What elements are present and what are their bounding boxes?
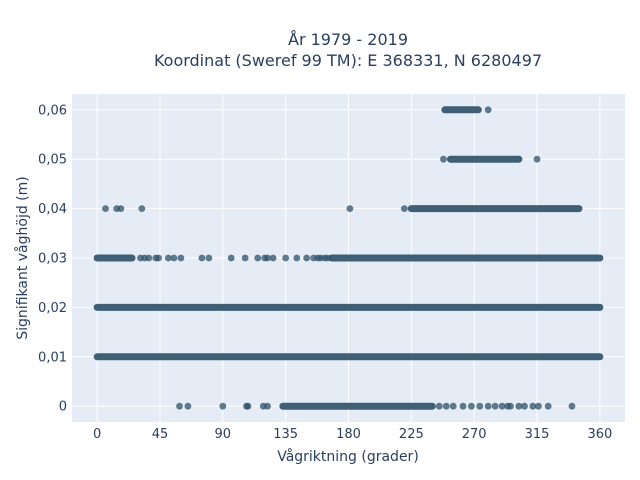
data-point xyxy=(117,205,125,213)
data-point xyxy=(170,254,178,262)
data-point xyxy=(264,254,271,262)
data-point xyxy=(449,402,457,410)
data-point xyxy=(568,402,576,410)
data-point xyxy=(533,155,541,163)
data-point xyxy=(440,155,447,163)
chart-title-line2: Koordinat (Sweref 99 TM): E 368331, N 62… xyxy=(154,51,542,70)
data-point xyxy=(164,254,172,262)
x-tick-label: 360 xyxy=(587,427,612,442)
data-point xyxy=(484,106,492,114)
data-point xyxy=(145,254,153,262)
data-point xyxy=(507,402,514,410)
data-point xyxy=(435,402,443,410)
x-tick-label: 315 xyxy=(525,427,550,442)
y-tick-labels: 0 0,01 0,02 0,03 0,04 0,05 0,06 xyxy=(38,103,67,414)
data-point xyxy=(219,402,227,410)
data-point xyxy=(442,402,450,410)
data-point xyxy=(205,254,213,262)
data-points xyxy=(93,106,604,410)
data-point xyxy=(400,205,408,213)
data-point xyxy=(293,254,301,262)
y-tick-label: 0,05 xyxy=(38,153,67,168)
chart-title-line1: År 1979 - 2019 xyxy=(288,30,408,49)
y-tick-label: 0,06 xyxy=(38,103,67,118)
data-point xyxy=(241,254,249,262)
data-point xyxy=(324,254,331,262)
data-point xyxy=(282,254,290,262)
data-point xyxy=(515,402,523,410)
data-point xyxy=(521,402,528,410)
data-point xyxy=(155,254,162,262)
data-point xyxy=(484,402,492,410)
data-point xyxy=(102,205,109,213)
x-tick-label: 225 xyxy=(399,427,424,442)
data-point xyxy=(264,402,271,410)
data-point xyxy=(138,205,146,213)
data-point xyxy=(476,402,484,410)
data-point xyxy=(535,402,542,410)
data-point xyxy=(198,254,206,262)
data-point xyxy=(184,402,192,410)
data-point xyxy=(498,402,506,410)
data-point xyxy=(544,402,552,410)
data-point xyxy=(467,402,475,410)
data-point xyxy=(491,402,499,410)
y-tick-label: 0 xyxy=(59,400,67,415)
data-point xyxy=(346,205,354,213)
y-tick-label: 0,02 xyxy=(38,301,67,316)
x-tick-labels: 0 45 90 135 180 225 270 315 360 xyxy=(93,427,612,442)
data-point xyxy=(459,402,467,410)
x-tick-label: 180 xyxy=(336,427,361,442)
data-point xyxy=(177,254,185,262)
y-tick-label: 0,03 xyxy=(38,252,67,267)
x-axis-label: Vågriktning (grader) xyxy=(277,448,419,465)
y-tick-label: 0,04 xyxy=(38,202,67,217)
data-point xyxy=(227,254,235,262)
data-point xyxy=(244,402,252,410)
data-point xyxy=(176,402,183,410)
x-tick-label: 270 xyxy=(462,427,487,442)
x-tick-label: 135 xyxy=(273,427,298,442)
y-axis-label: Signifikant våghöjd (m) xyxy=(14,176,31,339)
data-point xyxy=(254,254,262,262)
x-tick-label: 90 xyxy=(215,427,232,442)
x-tick-label: 0 xyxy=(93,427,101,442)
data-point xyxy=(529,402,537,410)
x-tick-label: 45 xyxy=(152,427,169,442)
data-point xyxy=(269,254,277,262)
y-tick-label: 0,01 xyxy=(38,350,67,365)
data-point xyxy=(303,254,311,262)
